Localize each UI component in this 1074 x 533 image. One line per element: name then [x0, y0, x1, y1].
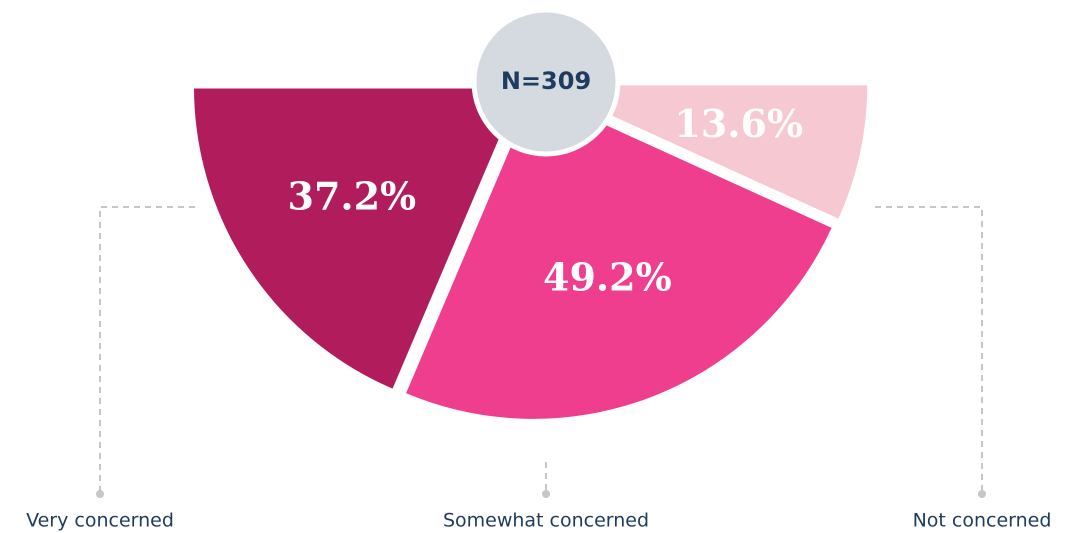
- connector-dot: [542, 490, 550, 498]
- slice: [190, 85, 525, 393]
- value-label: 37.2%: [288, 173, 417, 218]
- connector: [99, 206, 195, 494]
- category-label: Somewhat concerned: [443, 510, 649, 532]
- annotation: N=309: [501, 67, 591, 95]
- category-label: Not concerned: [913, 510, 1052, 532]
- center-badge: [471, 7, 621, 157]
- connector-dot: [978, 490, 986, 498]
- connector-dot: [96, 490, 104, 498]
- connector: [875, 206, 983, 494]
- slice: [402, 88, 836, 422]
- slice: [538, 82, 871, 223]
- value-label: 49.2%: [543, 255, 672, 300]
- category-label: Very concerned: [26, 510, 174, 532]
- value-label: 13.6%: [674, 101, 803, 146]
- slices: 37.2% 49.2% 13.6%: [190, 82, 871, 422]
